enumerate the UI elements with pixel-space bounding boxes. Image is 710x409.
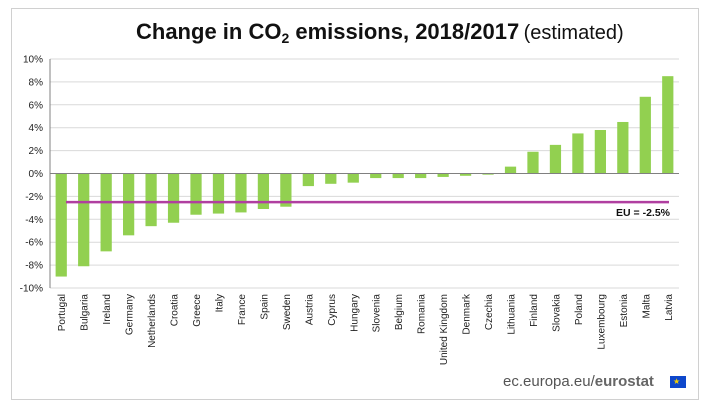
x-tick-label: Poland: [574, 294, 585, 325]
y-tick-label: 0%: [29, 169, 44, 180]
bar: [617, 121, 629, 174]
x-tick-label: Denmark: [462, 293, 473, 335]
x-tick-label: France: [237, 294, 248, 326]
x-tick-label: Cyprus: [327, 294, 338, 326]
bar: [437, 173, 449, 177]
bar: [78, 173, 90, 267]
x-tick-label: Spain: [259, 294, 270, 320]
bar: [190, 173, 202, 215]
bar: [415, 173, 427, 179]
bar: [549, 144, 562, 174]
y-tick-label: -2%: [25, 192, 43, 203]
bar: [504, 166, 517, 174]
eu-flag-icon: ★: [670, 376, 686, 388]
bar: [482, 173, 494, 175]
x-tick-label: Latvia: [664, 294, 675, 321]
y-tick-label: 8%: [29, 77, 44, 88]
bar: [392, 173, 404, 179]
title-main: Change in CO2 emissions, 2018/2017: [136, 19, 520, 46]
x-tick-label: Luxembourg: [596, 294, 607, 350]
x-tick-label: Belgium: [394, 294, 405, 330]
bar: [594, 129, 606, 174]
bar: [527, 151, 539, 174]
x-tick-label: Czechia: [484, 294, 495, 331]
y-tick-label: 4%: [29, 123, 44, 134]
x-tick-label: Greece: [192, 294, 203, 327]
bar: [145, 173, 157, 227]
bar: [257, 173, 270, 209]
bar: [55, 173, 67, 277]
y-tick-label: -8%: [25, 261, 43, 272]
bar: [347, 173, 359, 183]
bar: [370, 173, 382, 179]
x-tick-label: Finland: [529, 294, 540, 327]
y-tick-label: 2%: [29, 146, 44, 157]
x-tick-label: Lithuania: [507, 294, 518, 335]
x-tick-label: Slovakia: [551, 294, 562, 332]
eu-average-label: EU = -2.5%: [616, 207, 671, 219]
x-tick-label: Estonia: [619, 294, 630, 328]
bar: [572, 133, 584, 174]
x-tick-label: Hungary: [349, 294, 360, 332]
x-tick-label: Austria: [304, 294, 315, 326]
x-tick-label: Germany: [125, 294, 136, 335]
x-tick-label: Malta: [641, 294, 652, 319]
y-tick-label: -4%: [25, 215, 43, 226]
bar: [325, 173, 337, 184]
x-tick-label: Ireland: [102, 294, 113, 325]
bar: [662, 76, 674, 174]
title-note: (estimated): [523, 22, 624, 44]
y-tick-label: -6%: [25, 238, 43, 249]
x-tick-label: Croatia: [170, 294, 181, 327]
bar: [302, 173, 314, 187]
bar: [167, 173, 180, 223]
bar: [459, 173, 472, 176]
y-tick-label: -10%: [20, 284, 43, 295]
bar: [123, 173, 135, 236]
x-tick-label: Netherlands: [147, 294, 158, 348]
x-tick-label: Portugal: [57, 294, 68, 331]
x-tick-label: United Kingdom: [439, 294, 450, 365]
y-tick-label: 6%: [29, 100, 44, 111]
bar: [100, 173, 112, 252]
bar: [235, 173, 247, 213]
chart-title: Change in CO2 emissions, 2018/2017 (esti…: [136, 19, 696, 45]
x-tick-label: Slovenia: [372, 294, 383, 333]
x-tick-label: Sweden: [282, 294, 293, 330]
source-credit: ec.europa.eu/eurostat: [503, 373, 654, 390]
x-tick-label: Bulgaria: [80, 294, 91, 331]
bar: [639, 96, 651, 174]
x-tick-label: Romania: [417, 294, 428, 334]
bar: [280, 173, 292, 207]
bar: [212, 173, 225, 214]
y-tick-label: 10%: [23, 55, 43, 66]
x-tick-label: Italy: [214, 294, 225, 312]
